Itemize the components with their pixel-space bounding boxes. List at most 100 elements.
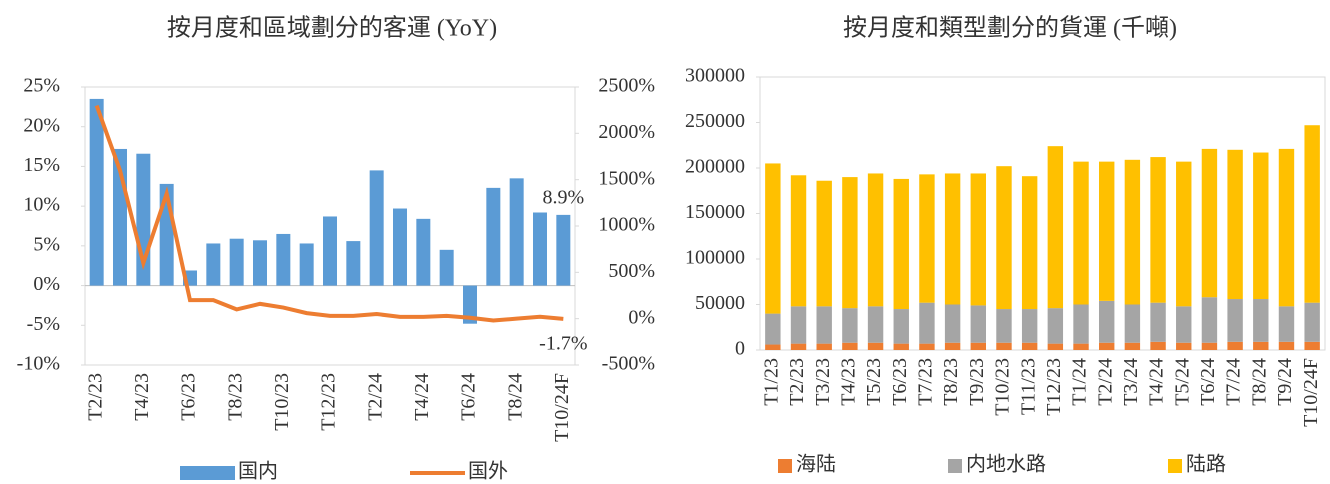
bar xyxy=(253,240,267,286)
x-tick-label: T8/24 xyxy=(1248,358,1270,406)
x-tick-label: T8/23 xyxy=(940,358,962,406)
y2-tick-label: 500% xyxy=(608,260,655,282)
y-tick-label: -10% xyxy=(17,353,60,375)
bar-segment xyxy=(919,302,935,344)
bar-segment xyxy=(1201,297,1218,343)
bar-segment xyxy=(893,309,909,344)
bar-segment xyxy=(1227,341,1243,350)
bar-segment xyxy=(1124,342,1141,350)
y-tick-label: 10% xyxy=(23,194,60,216)
bar-segment xyxy=(1253,341,1269,350)
bar xyxy=(393,208,407,286)
legend-label: 内地水路 xyxy=(966,453,1046,476)
bar-segment xyxy=(816,306,832,344)
bar-segment xyxy=(1150,157,1166,303)
x-tick-label: T2/24 xyxy=(364,373,386,421)
bar-segment xyxy=(1124,304,1141,343)
bar-segment xyxy=(1278,148,1295,307)
bar-segment xyxy=(970,342,986,350)
x-tick-label: T1/23 xyxy=(760,358,782,406)
legend-label: 陆路 xyxy=(1186,453,1226,476)
bar-segment xyxy=(996,166,1012,310)
bar-segment xyxy=(1176,306,1192,343)
x-tick-label: T10/23 xyxy=(992,358,1014,416)
y2-tick-label: 0% xyxy=(628,306,655,328)
bar-segment xyxy=(790,343,807,350)
bar-segment xyxy=(1073,161,1089,305)
bar-segment xyxy=(816,180,832,307)
legend-label: 国内 xyxy=(238,460,278,483)
bar-segment xyxy=(1304,302,1320,342)
x-tick-label: T1/24 xyxy=(1069,358,1091,406)
bar-segment xyxy=(1227,149,1243,300)
bar-segment xyxy=(1099,342,1115,350)
y-tick-label: 0 xyxy=(735,338,745,360)
legend-label: 国外 xyxy=(468,460,508,483)
bar-segment xyxy=(842,342,858,350)
bar-segment xyxy=(1150,302,1166,342)
bar xyxy=(463,285,477,324)
bar-segment xyxy=(867,342,884,350)
bar xyxy=(299,243,314,286)
bar-segment xyxy=(1304,341,1320,350)
bar-segment xyxy=(765,344,781,350)
bar-segment xyxy=(1176,342,1192,350)
bar-segment xyxy=(1047,308,1064,344)
bar-segment xyxy=(1278,306,1295,342)
bar-segment xyxy=(1150,341,1166,350)
x-tick-label: T4/23 xyxy=(131,373,153,421)
y2-tick-label: -500% xyxy=(602,353,655,375)
bar-segment xyxy=(816,343,832,350)
x-tick-label: T8/24 xyxy=(504,373,526,421)
bar xyxy=(276,233,291,286)
bar-segment xyxy=(867,173,884,307)
x-tick-label: T4/24 xyxy=(1146,358,1168,406)
bar-segment xyxy=(919,343,935,350)
bar-segment xyxy=(1047,343,1064,350)
bar xyxy=(556,214,571,286)
y-tick-label: 150000 xyxy=(685,201,745,223)
bar-segment xyxy=(1253,299,1269,342)
bar-segment xyxy=(1047,146,1064,309)
x-tick-label: T6/23 xyxy=(889,358,911,406)
bar-segment xyxy=(1278,341,1295,350)
y-tick-label: 15% xyxy=(23,154,60,176)
bar-segment xyxy=(765,313,781,345)
bar-segment xyxy=(893,178,909,310)
bar xyxy=(416,218,431,286)
legend-swatch xyxy=(1168,459,1182,473)
bar-segment xyxy=(1021,309,1038,343)
y2-tick-label: 1000% xyxy=(598,214,655,236)
bar-segment xyxy=(790,306,807,344)
bar-segment xyxy=(1021,176,1038,310)
bar-segment xyxy=(893,343,909,350)
x-tick-label: T12/23 xyxy=(318,373,340,431)
legend-label: 海陆 xyxy=(796,453,836,476)
x-tick-label: T6/24 xyxy=(1197,358,1219,406)
y-tick-label: 100000 xyxy=(685,247,745,269)
y-tick-label: 50000 xyxy=(695,292,745,314)
x-tick-label: T12/23 xyxy=(1043,358,1065,416)
bar-segment xyxy=(919,174,935,303)
x-tick-label: T2/24 xyxy=(1094,358,1116,406)
bar-segment xyxy=(944,304,961,343)
bar xyxy=(533,212,547,286)
x-tick-label: T10/23 xyxy=(271,373,293,431)
bar-segment xyxy=(1253,152,1269,300)
y2-tick-label: 2000% xyxy=(598,121,655,143)
bar xyxy=(439,249,454,286)
x-tick-label: T3/23 xyxy=(812,358,834,406)
bar-segment xyxy=(1073,343,1089,350)
bar-segment xyxy=(996,342,1012,350)
bar-segment xyxy=(1073,304,1089,344)
line xyxy=(94,104,564,323)
legend-swatch xyxy=(948,459,962,473)
data-label: -1.7% xyxy=(539,332,587,354)
bar-segment xyxy=(1227,299,1243,342)
bar-segment xyxy=(970,173,986,306)
y-tick-label: 20% xyxy=(23,114,60,136)
bar-segment xyxy=(1201,342,1218,350)
bar-segment xyxy=(1304,125,1320,303)
bar xyxy=(486,187,501,286)
y-tick-label: -5% xyxy=(27,313,60,335)
